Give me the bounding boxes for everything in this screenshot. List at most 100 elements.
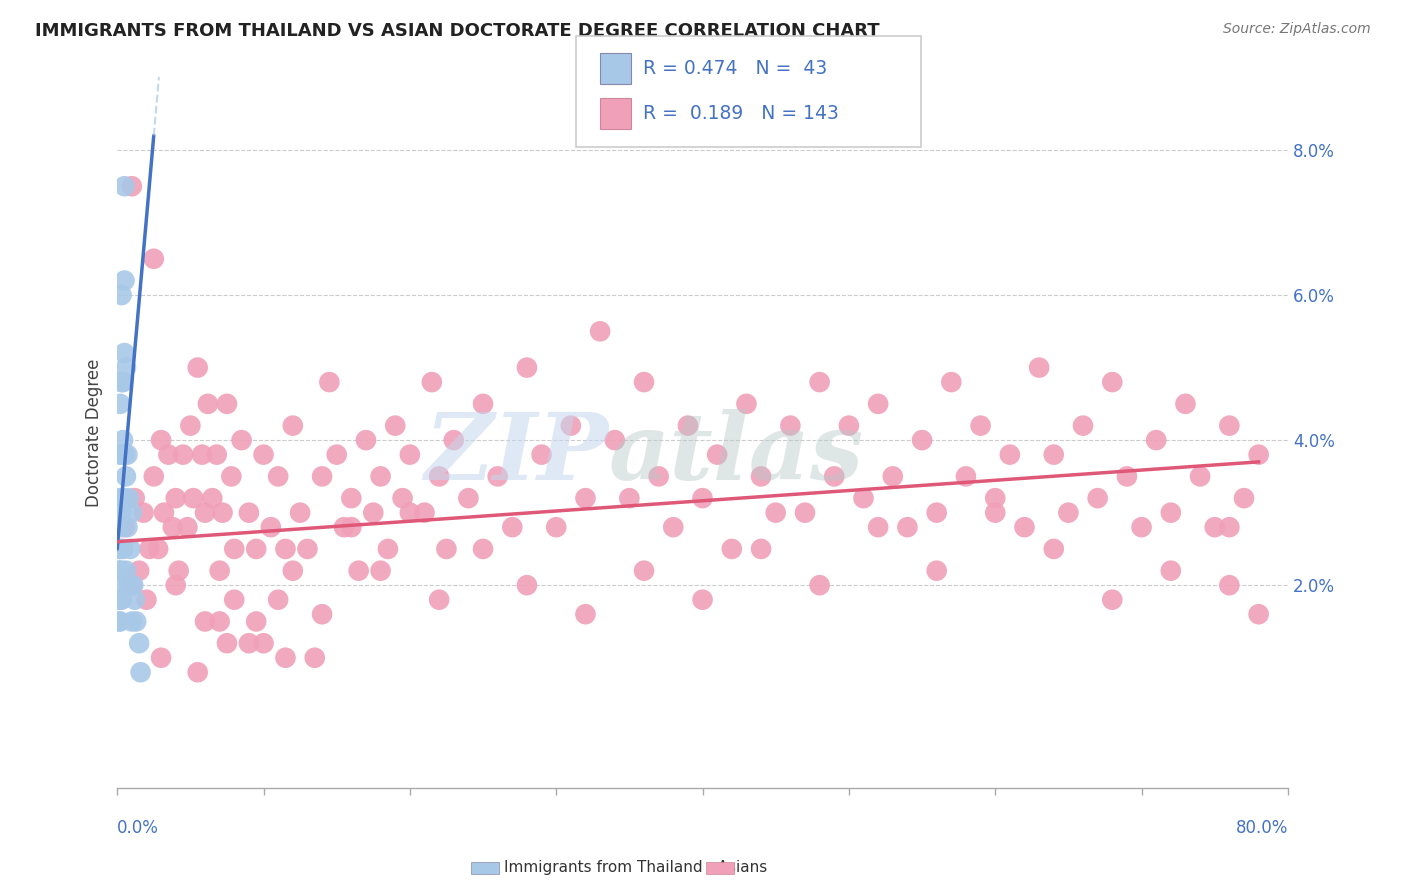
Point bbox=[107, 541, 129, 556]
Point bbox=[215, 397, 238, 411]
Point bbox=[706, 448, 728, 462]
Point bbox=[941, 375, 963, 389]
Point bbox=[619, 491, 641, 505]
Point bbox=[124, 592, 146, 607]
Point bbox=[647, 469, 669, 483]
Point bbox=[153, 506, 176, 520]
Point bbox=[150, 433, 173, 447]
Point bbox=[108, 520, 131, 534]
Point bbox=[110, 592, 132, 607]
Point bbox=[676, 418, 699, 433]
Point bbox=[181, 491, 204, 505]
Point bbox=[838, 418, 860, 433]
Point bbox=[530, 448, 553, 462]
Point bbox=[399, 448, 422, 462]
Point bbox=[779, 418, 801, 433]
Point bbox=[245, 541, 267, 556]
Point bbox=[208, 615, 231, 629]
Point bbox=[231, 433, 253, 447]
Point bbox=[868, 397, 890, 411]
Point bbox=[501, 520, 523, 534]
Point bbox=[108, 541, 131, 556]
Point bbox=[281, 564, 304, 578]
Point bbox=[107, 564, 129, 578]
Point bbox=[252, 636, 274, 650]
Point bbox=[333, 520, 356, 534]
Point bbox=[176, 520, 198, 534]
Point bbox=[1247, 448, 1270, 462]
Point bbox=[146, 541, 169, 556]
Text: IMMIGRANTS FROM THAILAND VS ASIAN DOCTORATE DEGREE CORRELATION CHART: IMMIGRANTS FROM THAILAND VS ASIAN DOCTOR… bbox=[35, 22, 880, 40]
Point bbox=[110, 564, 132, 578]
Point bbox=[1204, 520, 1226, 534]
Point bbox=[121, 615, 143, 629]
Point bbox=[662, 520, 685, 534]
Point bbox=[347, 564, 370, 578]
Point bbox=[808, 578, 831, 592]
Point bbox=[252, 448, 274, 462]
Point bbox=[114, 448, 136, 462]
Point bbox=[108, 397, 131, 411]
Point bbox=[413, 506, 436, 520]
Point bbox=[472, 397, 495, 411]
Point bbox=[121, 578, 143, 592]
Point bbox=[391, 491, 413, 505]
Point bbox=[108, 564, 131, 578]
Point bbox=[633, 564, 655, 578]
Text: Source: ZipAtlas.com: Source: ZipAtlas.com bbox=[1223, 22, 1371, 37]
Point bbox=[735, 397, 758, 411]
Point bbox=[274, 541, 297, 556]
Point bbox=[112, 491, 135, 505]
Point bbox=[794, 506, 817, 520]
Point bbox=[340, 491, 363, 505]
Point bbox=[1130, 520, 1153, 534]
Point bbox=[281, 418, 304, 433]
Point bbox=[238, 506, 260, 520]
Point bbox=[128, 636, 150, 650]
Point bbox=[221, 469, 243, 483]
Point bbox=[560, 418, 582, 433]
Point bbox=[165, 578, 187, 592]
Point bbox=[245, 615, 267, 629]
Point bbox=[1189, 469, 1212, 483]
Point bbox=[955, 469, 977, 483]
Point bbox=[114, 179, 136, 194]
Point bbox=[1247, 607, 1270, 622]
Point bbox=[132, 506, 155, 520]
Point bbox=[150, 650, 173, 665]
Y-axis label: Doctorate Degree: Doctorate Degree bbox=[86, 359, 103, 507]
Text: R =  0.189   N = 143: R = 0.189 N = 143 bbox=[643, 103, 838, 123]
Point bbox=[318, 375, 340, 389]
Point bbox=[117, 448, 139, 462]
Point bbox=[194, 615, 217, 629]
Point bbox=[377, 541, 399, 556]
Point bbox=[1160, 506, 1182, 520]
Point bbox=[110, 448, 132, 462]
Point bbox=[121, 179, 143, 194]
Point bbox=[115, 564, 138, 578]
Point bbox=[868, 520, 890, 534]
Point bbox=[118, 491, 141, 505]
Point bbox=[896, 520, 918, 534]
Point bbox=[969, 418, 991, 433]
Point bbox=[1174, 397, 1197, 411]
Point bbox=[215, 636, 238, 650]
Point bbox=[197, 397, 219, 411]
Point bbox=[114, 274, 136, 288]
Point bbox=[340, 520, 363, 534]
Point bbox=[122, 578, 145, 592]
Point bbox=[267, 469, 290, 483]
Point bbox=[112, 433, 135, 447]
Point bbox=[1071, 418, 1094, 433]
Point bbox=[1057, 506, 1080, 520]
Point bbox=[984, 491, 1007, 505]
Point bbox=[114, 346, 136, 360]
Point bbox=[115, 469, 138, 483]
Point bbox=[354, 433, 377, 447]
Point bbox=[823, 469, 845, 483]
Point bbox=[1160, 564, 1182, 578]
Point bbox=[114, 520, 136, 534]
Point bbox=[208, 564, 231, 578]
Point bbox=[297, 541, 319, 556]
Point bbox=[1042, 448, 1064, 462]
